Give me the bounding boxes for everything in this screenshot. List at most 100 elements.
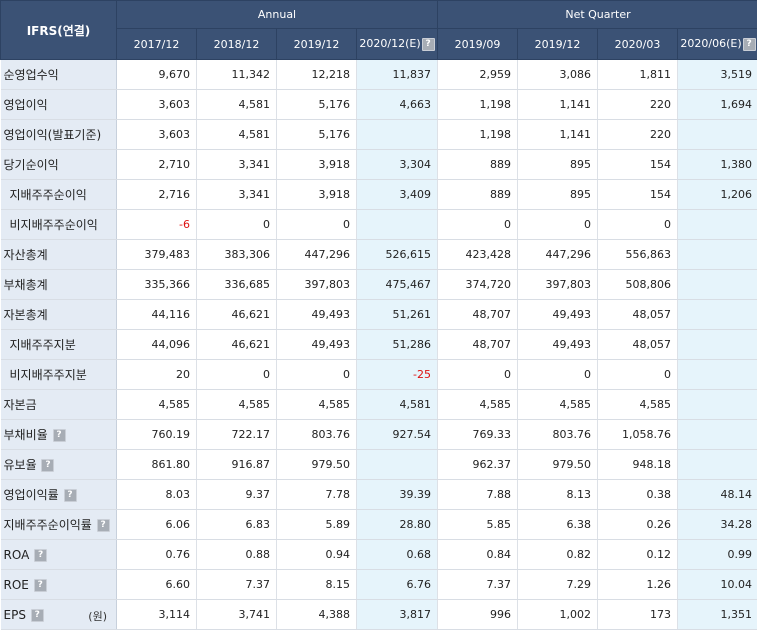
value-cell: 447,296 [277,240,357,270]
value-cell: 979.50 [277,450,357,480]
value-cell [678,300,757,330]
value-cell: 803.76 [277,420,357,450]
help-icon[interactable]: ? [53,429,66,442]
value-cell: 996 [438,600,518,630]
value-cell: 6.60 [117,570,197,600]
value-cell: 48,707 [438,330,518,360]
value-cell: 861.80 [117,450,197,480]
row-label: 비지배주주지분 [10,368,87,382]
value-cell: 0 [197,360,277,390]
value-cell: 4,581 [357,390,438,420]
value-cell: 1,058.76 [598,420,678,450]
value-cell: 397,803 [518,270,598,300]
value-cell: 7.37 [197,570,277,600]
value-cell: 1,694 [678,90,757,120]
value-cell: 49,493 [277,330,357,360]
value-cell: 51,261 [357,300,438,330]
value-cell: 336,685 [197,270,277,300]
value-cell: 6.06 [117,510,197,540]
value-cell: 3,918 [277,180,357,210]
value-cell: 1,198 [438,90,518,120]
period-header: 2019/09 [438,29,518,60]
value-cell: 722.17 [197,420,277,450]
value-cell [678,120,757,150]
row-label-cell: 지배주주지분 [1,330,117,360]
value-cell: 4,585 [598,390,678,420]
period-label: 2020/12(E) [359,37,420,50]
value-cell: 4,585 [117,390,197,420]
value-cell: 1,141 [518,120,598,150]
value-cell: 1,351 [678,600,757,630]
value-cell: 0.38 [598,480,678,510]
value-cell: 11,342 [197,60,277,90]
help-icon[interactable]: ? [743,38,756,51]
value-cell: 0 [598,360,678,390]
value-cell: 44,096 [117,330,197,360]
period-label: 2019/09 [455,38,501,51]
value-cell [678,240,757,270]
value-cell: 5,176 [277,120,357,150]
value-cell: 5.89 [277,510,357,540]
value-cell: 0 [438,360,518,390]
value-cell: 48,707 [438,300,518,330]
value-cell [678,330,757,360]
value-cell: 335,366 [117,270,197,300]
row-label-cell: 부채총계 [1,270,117,300]
value-cell: 760.19 [117,420,197,450]
value-cell: 3,304 [357,150,438,180]
value-cell [678,360,757,390]
help-icon[interactable]: ? [34,579,47,592]
help-icon[interactable]: ? [31,609,44,622]
period-label: 2019/12 [535,38,581,51]
value-cell: 4,663 [357,90,438,120]
value-cell: 3,409 [357,180,438,210]
value-cell: 0.68 [357,540,438,570]
value-cell: 34.28 [678,510,757,540]
value-cell: 0.99 [678,540,757,570]
help-icon[interactable]: ? [34,549,47,562]
help-icon[interactable]: ? [41,459,54,472]
value-cell: 383,306 [197,240,277,270]
row-label-cell: 부채비율 ? [1,420,117,450]
value-cell: 3,817 [357,600,438,630]
value-cell: 1,141 [518,90,598,120]
value-cell: 4,585 [197,390,277,420]
value-cell: 6.38 [518,510,598,540]
value-cell: 895 [518,180,598,210]
value-cell: 6.83 [197,510,277,540]
row-label-cell: 순영업수익 [1,60,117,90]
row-label-cell: 영업이익률 ? [1,480,117,510]
row-label: 자본총계 [4,308,48,322]
value-cell: 0 [518,210,598,240]
value-cell [357,120,438,150]
help-icon[interactable]: ? [422,38,435,51]
row-label: 순영업수익 [4,68,59,82]
row-label: 영업이익률 [4,488,59,502]
value-cell [357,210,438,240]
value-cell: 948.18 [598,450,678,480]
period-label: 2020/03 [615,38,661,51]
value-cell: 48.14 [678,480,757,510]
row-label-cell: 지배주주순이익 [1,180,117,210]
value-cell: 154 [598,180,678,210]
help-icon[interactable]: ? [64,489,77,502]
value-cell: 4,581 [197,90,277,120]
help-icon[interactable]: ? [97,519,110,532]
value-cell: 20 [117,360,197,390]
value-cell: 48,057 [598,330,678,360]
period-header: 2020/03 [598,29,678,60]
value-cell: 49,493 [518,300,598,330]
value-cell: 173 [598,600,678,630]
value-cell [678,210,757,240]
value-cell: 8.15 [277,570,357,600]
row-label: ROE [4,578,29,592]
value-cell: 5,176 [277,90,357,120]
row-label-cell: 비지배주주지분 [1,360,117,390]
